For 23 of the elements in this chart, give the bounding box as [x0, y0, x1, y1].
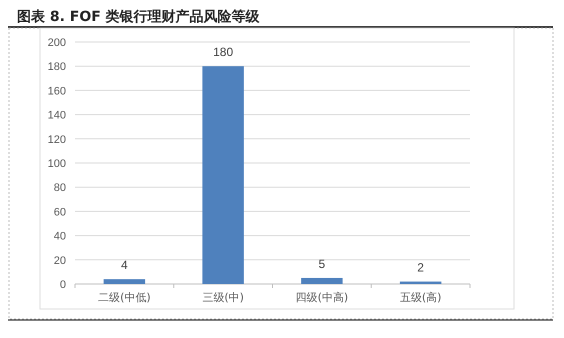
y-tick-label: 0 — [60, 279, 66, 291]
y-tick-label: 100 — [48, 158, 66, 170]
x-tick-label: 五级(高) — [400, 291, 442, 304]
y-tick-label: 40 — [54, 230, 66, 243]
x-tick-label: 三级(中) — [202, 291, 244, 304]
y-tick-label: 120 — [48, 134, 66, 146]
bar — [104, 279, 146, 284]
y-tick-label: 180 — [48, 61, 66, 74]
y-tick-label: 200 — [48, 37, 66, 49]
x-tick-label: 二级(中低) — [98, 291, 151, 304]
y-tick-label: 140 — [48, 110, 66, 122]
y-tick-label: 20 — [54, 254, 66, 267]
y-tick-label: 60 — [54, 206, 66, 218]
data-label: 5 — [318, 256, 326, 271]
bar — [202, 66, 244, 284]
data-label: 4 — [121, 258, 128, 272]
bar — [301, 278, 343, 284]
data-label: 180 — [213, 45, 234, 60]
x-tick-label: 四级(中高) — [296, 291, 348, 304]
y-tick-label: 160 — [48, 85, 66, 98]
data-label: 2 — [417, 260, 424, 275]
chart-title: 图表 8. FOF 类银行理财产品风险等级 — [17, 8, 261, 25]
y-tick-label: 80 — [54, 182, 66, 194]
